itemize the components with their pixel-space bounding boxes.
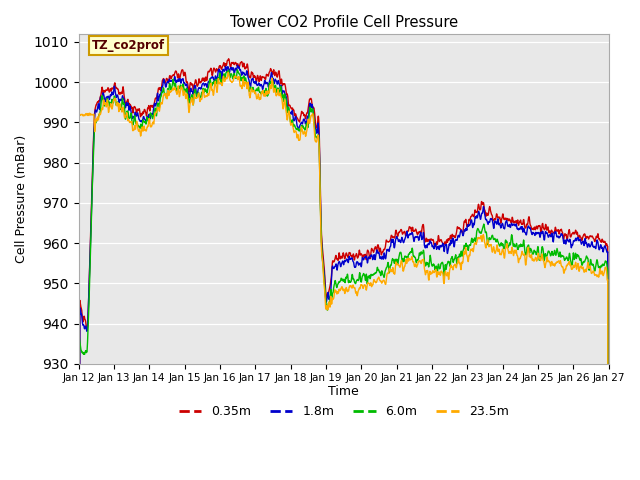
- 23.5m: [319, 258, 326, 264]
- 0.35m: [492, 212, 500, 218]
- 6.0m: [492, 239, 500, 245]
- 0.35m: [102, 87, 109, 93]
- 0.35m: [589, 235, 597, 241]
- 6.0m: [589, 263, 597, 268]
- 6.0m: [102, 101, 109, 107]
- 6.0m: [333, 284, 340, 290]
- 0.35m: [225, 56, 232, 61]
- Legend: 0.35m, 1.8m, 6.0m, 23.5m: 0.35m, 1.8m, 6.0m, 23.5m: [173, 400, 514, 423]
- 1.8m: [234, 62, 241, 68]
- 0.35m: [333, 256, 340, 262]
- Line: 0.35m: 0.35m: [79, 59, 609, 480]
- 1.8m: [492, 220, 500, 226]
- 23.5m: [333, 290, 340, 296]
- Y-axis label: Cell Pressure (mBar): Cell Pressure (mBar): [15, 135, 28, 263]
- 23.5m: [224, 70, 232, 75]
- 6.0m: [590, 264, 598, 269]
- Text: TZ_co2prof: TZ_co2prof: [92, 39, 165, 52]
- 1.8m: [589, 243, 597, 249]
- 1.8m: [319, 254, 326, 260]
- 6.0m: [234, 67, 241, 72]
- 0.35m: [319, 247, 326, 252]
- Title: Tower CO2 Profile Cell Pressure: Tower CO2 Profile Cell Pressure: [230, 15, 458, 30]
- 23.5m: [590, 268, 598, 274]
- 0.35m: [590, 236, 598, 241]
- Line: 6.0m: 6.0m: [79, 70, 609, 480]
- 1.8m: [102, 97, 109, 103]
- 1.8m: [590, 244, 598, 250]
- 23.5m: [492, 247, 500, 252]
- 6.0m: [319, 258, 326, 264]
- Line: 23.5m: 23.5m: [79, 72, 609, 480]
- 1.8m: [333, 264, 340, 270]
- 23.5m: [102, 100, 109, 106]
- 23.5m: [589, 268, 597, 274]
- Line: 1.8m: 1.8m: [79, 65, 609, 480]
- X-axis label: Time: Time: [328, 385, 359, 398]
